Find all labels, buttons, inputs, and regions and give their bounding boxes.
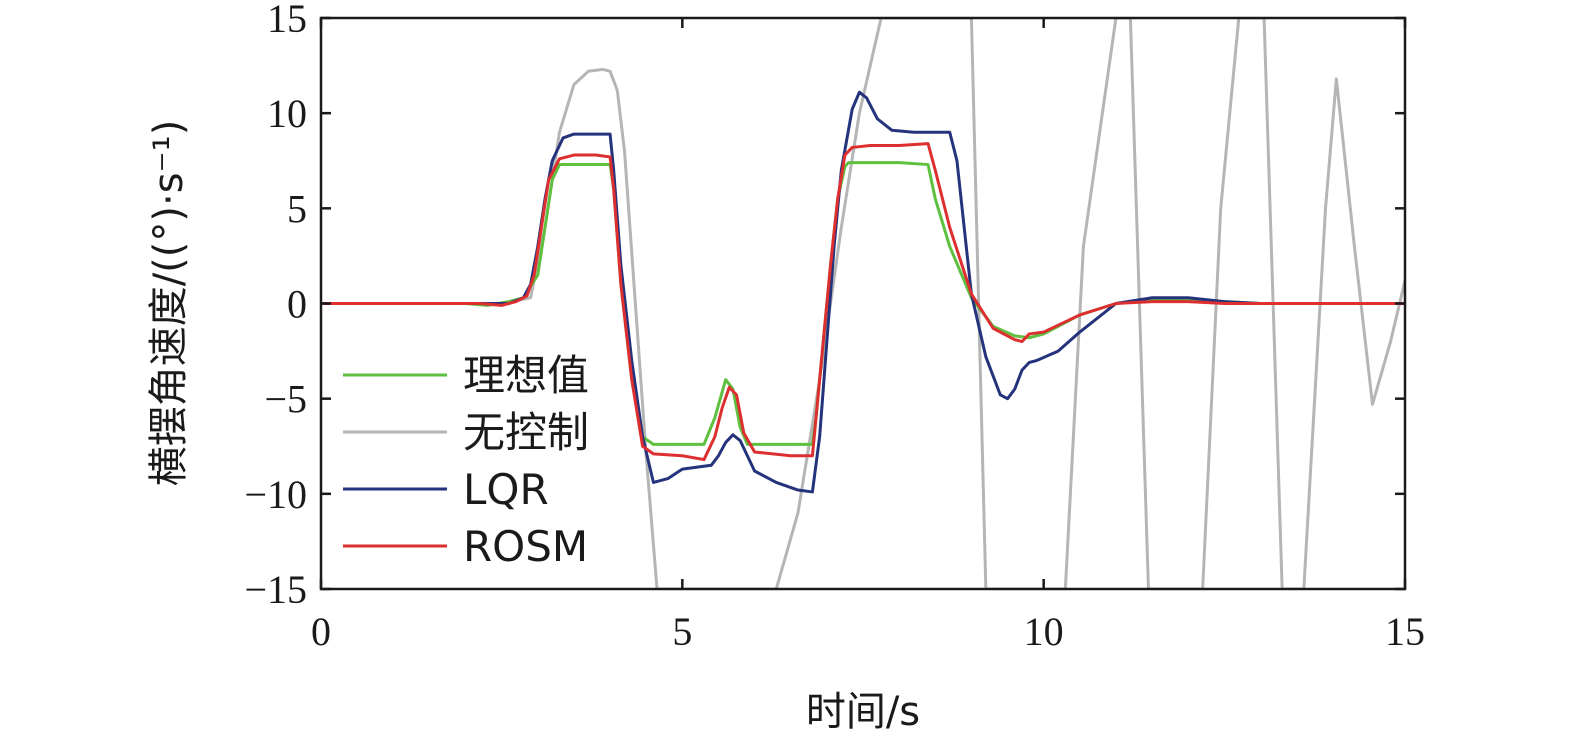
y-tick-label: 10 [267,91,307,136]
y-tick-label: 15 [267,0,307,41]
series-line-2 [321,90,1405,494]
y-axis-label: 横摆角速度/((°)·s⁻¹) [146,120,192,487]
legend-label-1: 无控制 [463,408,589,457]
y-tick-label: 0 [287,282,307,327]
ticks-layer: 0 5 10 15 15 10 5 0 −5 −10 −15 [244,0,1425,654]
series-layer [321,18,1405,589]
legend-label-0: 理想值 [463,351,589,400]
x-axis-label: 时间/s [806,689,920,735]
y-tick-label: −5 [264,377,307,422]
legend-label-2: LQR [463,465,549,514]
series-line-1 [321,18,1405,589]
x-tick-label: 10 [1024,609,1064,654]
series-line-3 [321,142,1405,462]
x-tick-label: 5 [672,609,692,654]
y-tick-label: −10 [244,472,307,517]
y-tick-label: 5 [287,186,307,231]
x-tick-label: 15 [1385,609,1425,654]
legend-label-3: ROSM [463,522,588,571]
x-tick-label: 0 [311,609,331,654]
y-tick-label: −15 [244,567,307,612]
